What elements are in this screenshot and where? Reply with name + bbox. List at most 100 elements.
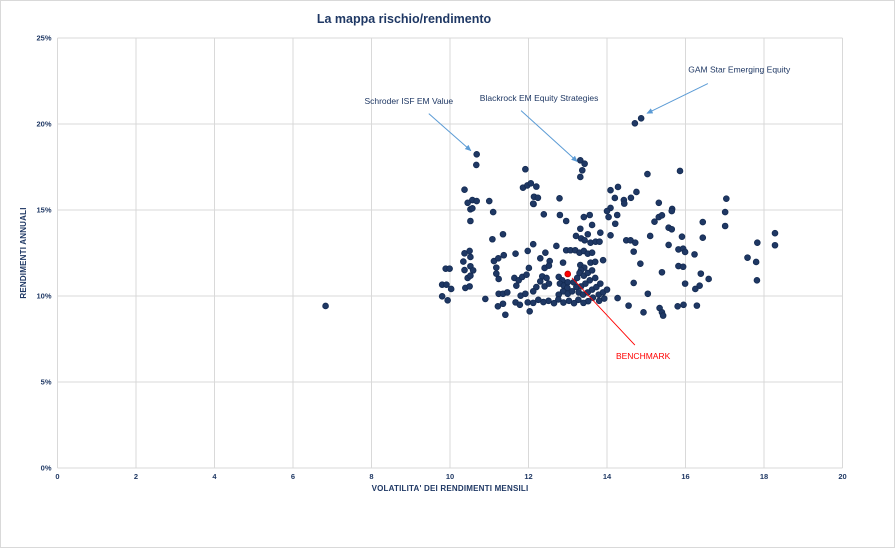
data-point (586, 211, 594, 219)
data-point (699, 218, 707, 226)
data-point (504, 289, 511, 296)
data-point (524, 299, 532, 306)
data-point (529, 240, 537, 248)
data-point (577, 283, 585, 290)
data-point (721, 208, 729, 216)
data-point (542, 249, 549, 256)
data-point (489, 208, 497, 216)
data-point (467, 272, 474, 280)
data-point (533, 283, 540, 291)
data-point (502, 311, 509, 319)
data-point (560, 299, 567, 306)
data-point (625, 302, 632, 309)
y-tick-label: 20% (36, 120, 51, 129)
chart-title: La mappa rischio/rendimento (317, 12, 492, 26)
annotation-label: Schroder ISF EM Value (364, 96, 453, 106)
data-point (489, 235, 496, 243)
data-point (644, 290, 652, 298)
data-point (565, 297, 573, 305)
benchmark-arrow (571, 277, 636, 346)
data-point (533, 183, 540, 190)
data-point (697, 270, 705, 277)
data-point (535, 296, 542, 304)
data-point (630, 248, 637, 255)
data-point (614, 183, 622, 191)
data-point (744, 254, 751, 261)
data-point (438, 293, 446, 300)
data-point (534, 194, 542, 202)
data-point (668, 225, 676, 233)
x-axis-title: VOLATILITA' DEI RENDIMENTI MENSILI (372, 484, 529, 493)
data-point (466, 247, 473, 255)
data-point (754, 239, 761, 246)
y-tick-label: 15% (36, 206, 51, 215)
x-tick-label: 14 (603, 472, 612, 481)
data-point (659, 312, 667, 319)
data-point (658, 268, 666, 276)
data-point (771, 229, 779, 237)
data-point (485, 197, 493, 205)
data-point (651, 218, 658, 225)
data-point (536, 278, 544, 285)
data-point (581, 236, 588, 244)
data-point (644, 170, 651, 178)
data-point (529, 299, 537, 307)
data-point (494, 255, 502, 262)
data-point (577, 225, 584, 233)
annotation-arrow (428, 113, 472, 152)
data-point (523, 271, 530, 278)
data-point (607, 231, 614, 239)
data-point (467, 217, 474, 225)
data-point (444, 296, 451, 304)
x-tick-label: 10 (446, 472, 454, 481)
x-tick-label: 0 (55, 472, 59, 481)
data-point (499, 300, 507, 308)
data-point (525, 264, 533, 272)
data-point (620, 200, 628, 207)
data-point (512, 250, 519, 257)
data-point (640, 309, 647, 316)
data-point (516, 301, 524, 309)
data-point (545, 262, 553, 270)
data-point (771, 241, 779, 249)
data-point (529, 288, 537, 295)
data-point (446, 265, 453, 272)
x-tick-label: 2 (134, 472, 138, 481)
data-point (591, 258, 599, 266)
x-tick-label: 20 (838, 472, 846, 481)
data-point (556, 211, 564, 219)
annotation-label: Blackrock EM Equity Strategies (480, 93, 599, 103)
x-tick-label: 12 (524, 472, 532, 481)
data-point (588, 249, 596, 256)
data-point (637, 115, 645, 122)
data-point (550, 299, 558, 307)
data-point (526, 308, 533, 315)
data-point (614, 294, 621, 302)
data-point (467, 253, 474, 261)
x-tick-label: 8 (369, 472, 373, 481)
data-point (568, 288, 576, 295)
y-tick-label: 0% (41, 464, 52, 473)
data-point (693, 302, 701, 309)
data-point (752, 258, 760, 266)
data-point (500, 251, 508, 259)
data-point (668, 207, 676, 215)
data-point (460, 258, 467, 265)
y-tick-label: 10% (36, 292, 51, 301)
data-point (473, 150, 480, 158)
data-point (564, 278, 572, 286)
data-point (527, 180, 535, 187)
x-tick-label: 16 (681, 472, 689, 481)
data-point (586, 277, 594, 284)
data-points (322, 115, 779, 319)
data-point (655, 199, 663, 207)
data-point (681, 248, 689, 256)
data-point (580, 213, 588, 221)
y-axis-title: RENDIMENTI ANNUALI (19, 207, 28, 298)
data-point (461, 186, 468, 194)
data-point (681, 280, 689, 287)
benchmark-point (564, 270, 572, 278)
annotation-arrow (646, 83, 709, 114)
annotation-arrow (520, 110, 578, 162)
data-point (696, 282, 703, 289)
